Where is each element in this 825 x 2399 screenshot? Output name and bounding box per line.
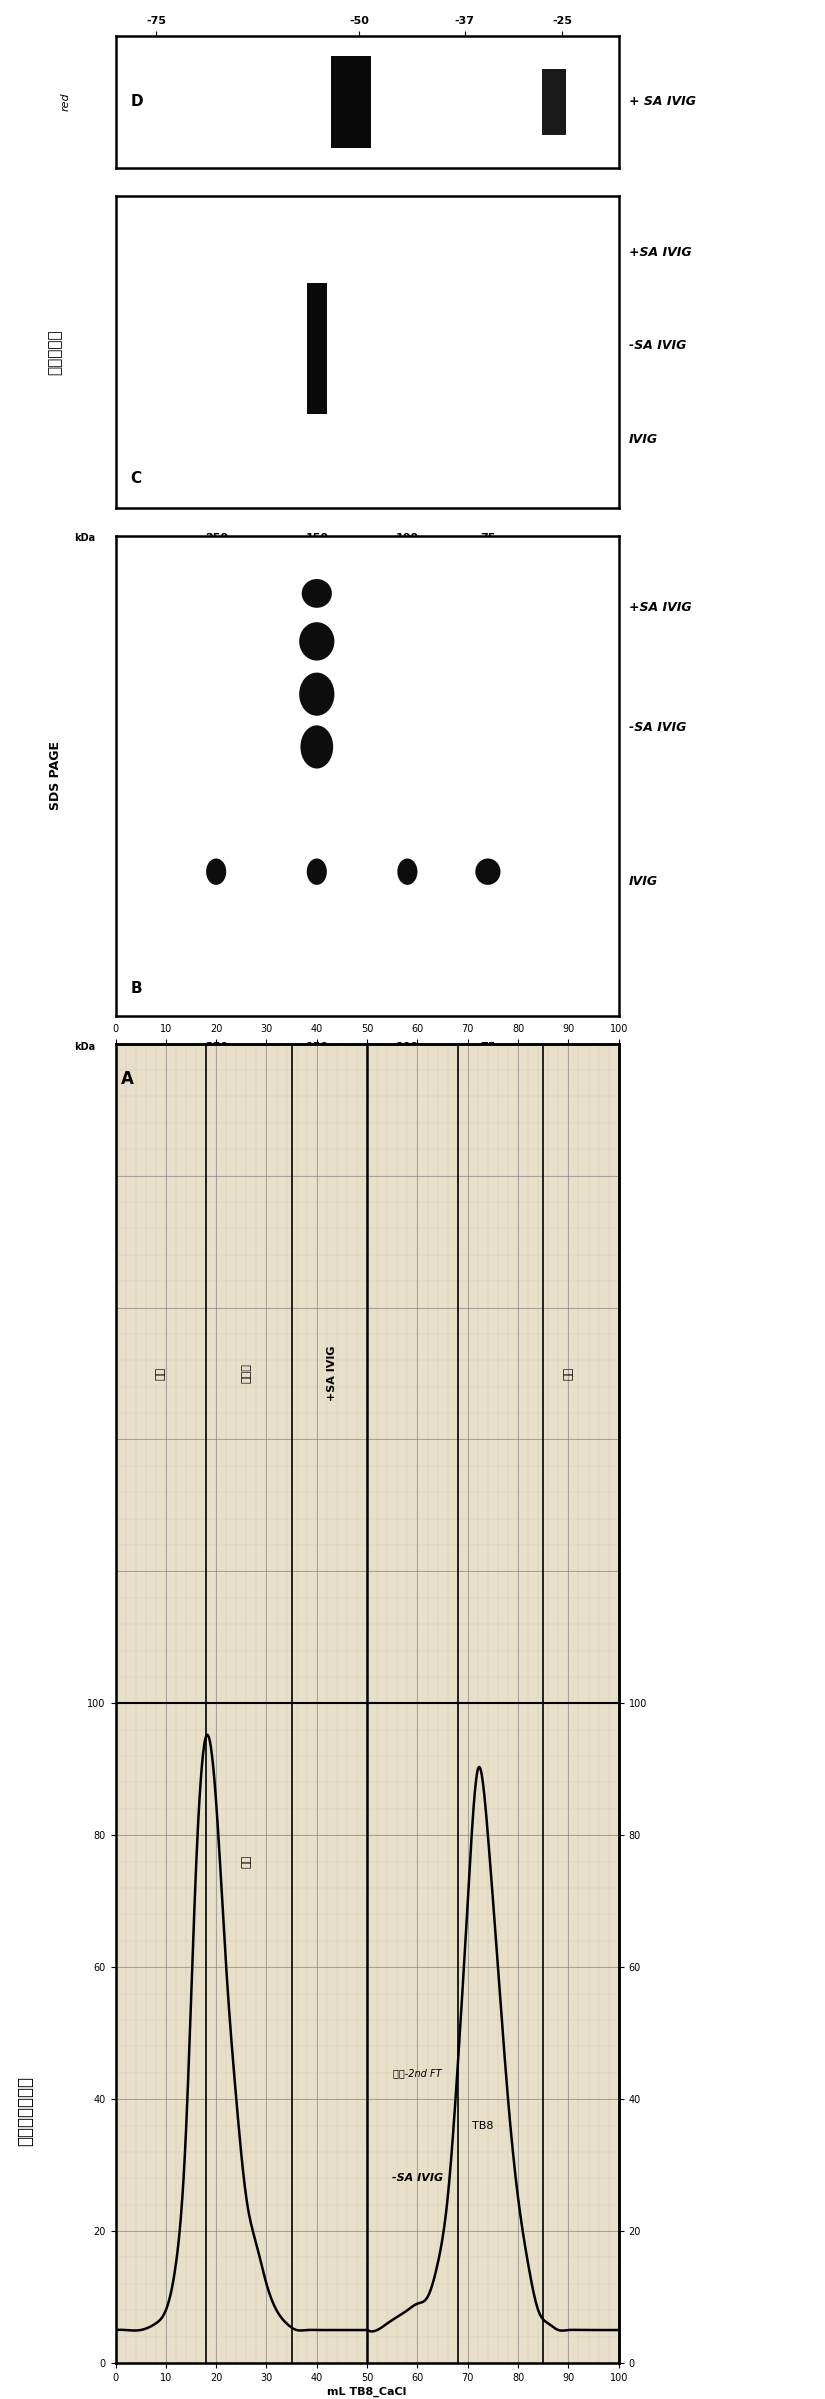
Text: +SA IVIG: +SA IVIG (629, 245, 691, 259)
Text: 100: 100 (396, 1041, 419, 1053)
Text: -SA IVIG: -SA IVIG (629, 722, 686, 734)
Bar (542, 70, 566, 134)
Ellipse shape (302, 578, 332, 607)
Bar (307, 283, 327, 415)
Text: 洗涤: 洗涤 (242, 1854, 252, 1869)
Text: -SA IVIG: -SA IVIG (392, 2173, 443, 2183)
Ellipse shape (299, 672, 334, 715)
Text: 250: 250 (205, 533, 228, 542)
Text: 乳糖: 乳糖 (563, 1367, 573, 1379)
Ellipse shape (475, 859, 501, 885)
Text: A: A (120, 1070, 134, 1089)
Ellipse shape (300, 724, 333, 768)
Text: kDa: kDa (74, 1041, 96, 1053)
Text: + SA IVIG: + SA IVIG (629, 96, 695, 108)
Text: D: D (130, 94, 144, 110)
Text: 100: 100 (396, 533, 419, 542)
X-axis label: mL TB8_CaCl: mL TB8_CaCl (328, 2387, 407, 2397)
Ellipse shape (398, 859, 417, 885)
Ellipse shape (307, 859, 327, 885)
Text: 凝集素印迹: 凝集素印迹 (48, 329, 63, 374)
Text: 150: 150 (305, 1041, 328, 1053)
Ellipse shape (206, 859, 226, 885)
Text: 洗脱: 洗脱 (156, 1367, 166, 1379)
Text: 凝集素亲和层析: 凝集素亲和层析 (16, 2075, 34, 2147)
Text: 250: 250 (205, 1041, 228, 1053)
Text: +SA IVIG: +SA IVIG (327, 1346, 337, 1401)
Text: TB8: TB8 (472, 2121, 493, 2130)
Text: 洗脱物: 洗脱物 (242, 1363, 252, 1384)
Text: B: B (130, 981, 142, 996)
Text: IVIG: IVIG (629, 876, 658, 888)
Bar (331, 55, 371, 149)
Text: 重复-2nd FT: 重复-2nd FT (394, 2068, 441, 2078)
Text: -SA IVIG: -SA IVIG (629, 338, 686, 353)
Text: +SA IVIG: +SA IVIG (629, 602, 691, 614)
Text: 75: 75 (480, 1041, 496, 1053)
Text: 150: 150 (305, 533, 328, 542)
Text: kDa: kDa (74, 533, 96, 542)
Text: red: red (60, 94, 70, 110)
Text: IVIG: IVIG (629, 432, 658, 446)
Text: C: C (130, 470, 142, 487)
Text: 75: 75 (480, 533, 496, 542)
Text: SDS PAGE: SDS PAGE (49, 741, 62, 811)
Ellipse shape (299, 621, 334, 660)
